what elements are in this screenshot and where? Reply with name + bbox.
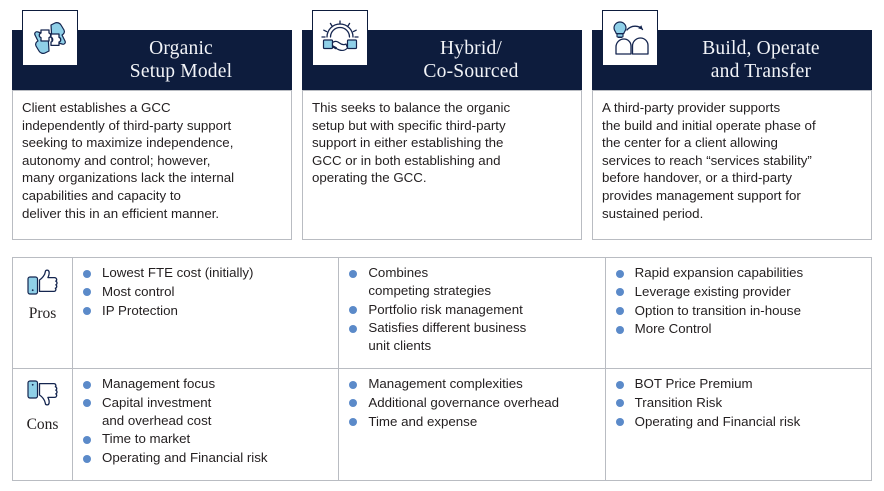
list-item: Rapid expansion capabilities [615,264,865,282]
bullet-dot-icon [615,288,624,297]
bullet-dot-icon [83,454,91,463]
list-item: BOT Price Premium [615,375,865,393]
card-hybrid-co-sourced: Hybrid/ Co-Sourced [302,8,582,240]
list-item-text: Operating and Financial risk [634,413,801,429]
list-item: Most control [83,283,332,301]
hands-puzzle-pieces-icon [22,10,78,66]
model-cards-row: Organic Setup Model Client establishes a… [0,0,884,245]
list-item-text: Time and expense [368,413,478,429]
list-item: Portfolio risk management [349,301,598,319]
card-body: A third-party provider supports the buil… [592,90,872,240]
list-item-text: Rapid expansion capabilities [634,265,804,280]
bullet-dot-icon [349,380,358,389]
card-build-operate-transfer: Build, Operate and Transfer A third-part… [592,8,872,240]
list-item-text: IP Protection [102,302,178,318]
row-label-cons: Cons [13,369,73,480]
card-title: Hybrid/ Co-Sourced [423,38,519,82]
list-item: Operating and Financial risk [615,413,865,431]
list-item-text: Management focus [102,376,216,391]
list-item: Management complexities [349,375,598,393]
bullet-dot-icon [615,380,624,389]
bullet-dot-icon [349,399,358,408]
bullet-dot-icon [615,269,624,278]
bullet-list: Management focus Capital investment and … [83,375,332,467]
card-description: Client establishes a GCC independently o… [22,100,235,221]
pros-bot-cell: Rapid expansion capabilities Leverage ex… [606,258,871,368]
card-organic-setup-model: Organic Setup Model Client establishes a… [12,8,292,240]
bullet-list: Rapid expansion capabilities Leverage ex… [615,264,865,338]
list-item-text: Portfolio risk management [368,301,523,317]
row-label-pros: Pros [13,258,73,368]
cons-bot-cell: BOT Price Premium Transition Risk Operat… [606,369,871,480]
list-item-text: Option to transition in-house [634,302,801,318]
list-item: Lowest FTE cost (initially) [83,264,332,282]
bullet-dot-icon [615,399,624,408]
list-item: Transition Risk [615,394,865,412]
list-item: More Control [615,320,865,338]
bullet-list: Combines competing strategies Portfolio … [349,264,598,355]
thumbs-down-icon [26,377,60,414]
list-item: Management focus [83,375,332,393]
list-item-text: Satisfies different business unit client… [368,320,527,354]
table-row-pros: Pros Lowest FTE cost (initially) Most co… [13,258,871,368]
list-item-text: Capital investment and overhead cost [102,394,212,428]
list-item-text: More Control [634,321,712,337]
card-title: Build, Operate and Transfer [702,38,820,82]
list-item: IP Protection [83,302,332,320]
bullet-dot-icon [615,418,624,427]
bullet-dot-icon [349,269,358,278]
card-body: Client establishes a GCC independently o… [12,90,292,240]
bullet-list: Management complexities Additional gover… [349,375,598,430]
bullet-list: BOT Price Premium Transition Risk Operat… [615,375,865,431]
bullet-dot-icon [83,399,91,408]
bullet-dot-icon [349,306,358,315]
card-description: A third-party provider supports the buil… [602,100,816,221]
bullet-list: Lowest FTE cost (initially) Most control… [83,264,332,319]
bullet-dot-icon [83,269,91,278]
thumbs-up-icon [26,266,60,303]
list-item-text: Additional governance overhead [368,394,560,410]
card-title: Organic Setup Model [129,38,233,82]
table-row-cons: Cons Management focus Capital investment… [13,368,871,480]
bullet-dot-icon [83,380,91,389]
list-item-text: BOT Price Premium [634,376,753,391]
list-item: Time to market [83,430,332,448]
row-label-text: Pros [28,305,57,322]
list-item-text: Management complexities [368,376,523,391]
cons-hybrid-cell: Management complexities Additional gover… [339,369,606,480]
cons-organic-cell: Management focus Capital investment and … [73,369,340,480]
bullet-dot-icon [349,418,358,427]
list-item: Time and expense [349,413,598,431]
list-item: Operating and Financial risk [83,449,332,467]
list-item-text: Leverage existing provider [634,283,791,299]
list-item-text: Most control [102,283,175,299]
list-item-text: Lowest FTE cost (initially) [102,265,254,280]
list-item: Combines competing strategies [349,264,598,300]
list-item-text: Transition Risk [634,394,723,410]
lightbulb-heads-transfer-icon [602,10,658,66]
row-label-text: Cons [26,416,59,433]
bullet-dot-icon [615,325,624,334]
pros-cons-table: Pros Lowest FTE cost (initially) Most co… [12,257,872,481]
card-body: This seeks to balance the organic setup … [302,90,582,240]
list-item: Additional governance overhead [349,394,598,412]
bullet-dot-icon [615,307,624,316]
list-item: Leverage existing provider [615,283,865,301]
list-item: Capital investment and overhead cost [83,394,332,430]
bullet-dot-icon [83,307,91,316]
card-description: This seeks to balance the organic setup … [312,100,511,186]
list-item: Satisfies different business unit client… [349,319,598,355]
list-item-text: Combines competing strategies [368,265,492,298]
bullet-dot-icon [349,324,358,333]
pros-organic-cell: Lowest FTE cost (initially) Most control… [73,258,340,368]
bullet-dot-icon [83,435,91,444]
list-item-text: Operating and Financial risk [102,450,268,466]
pros-hybrid-cell: Combines competing strategies Portfolio … [339,258,606,368]
bullet-dot-icon [83,288,91,297]
gear-handshake-icon [312,10,368,66]
list-item-text: Time to market [102,431,191,447]
list-item: Option to transition in-house [615,302,865,320]
